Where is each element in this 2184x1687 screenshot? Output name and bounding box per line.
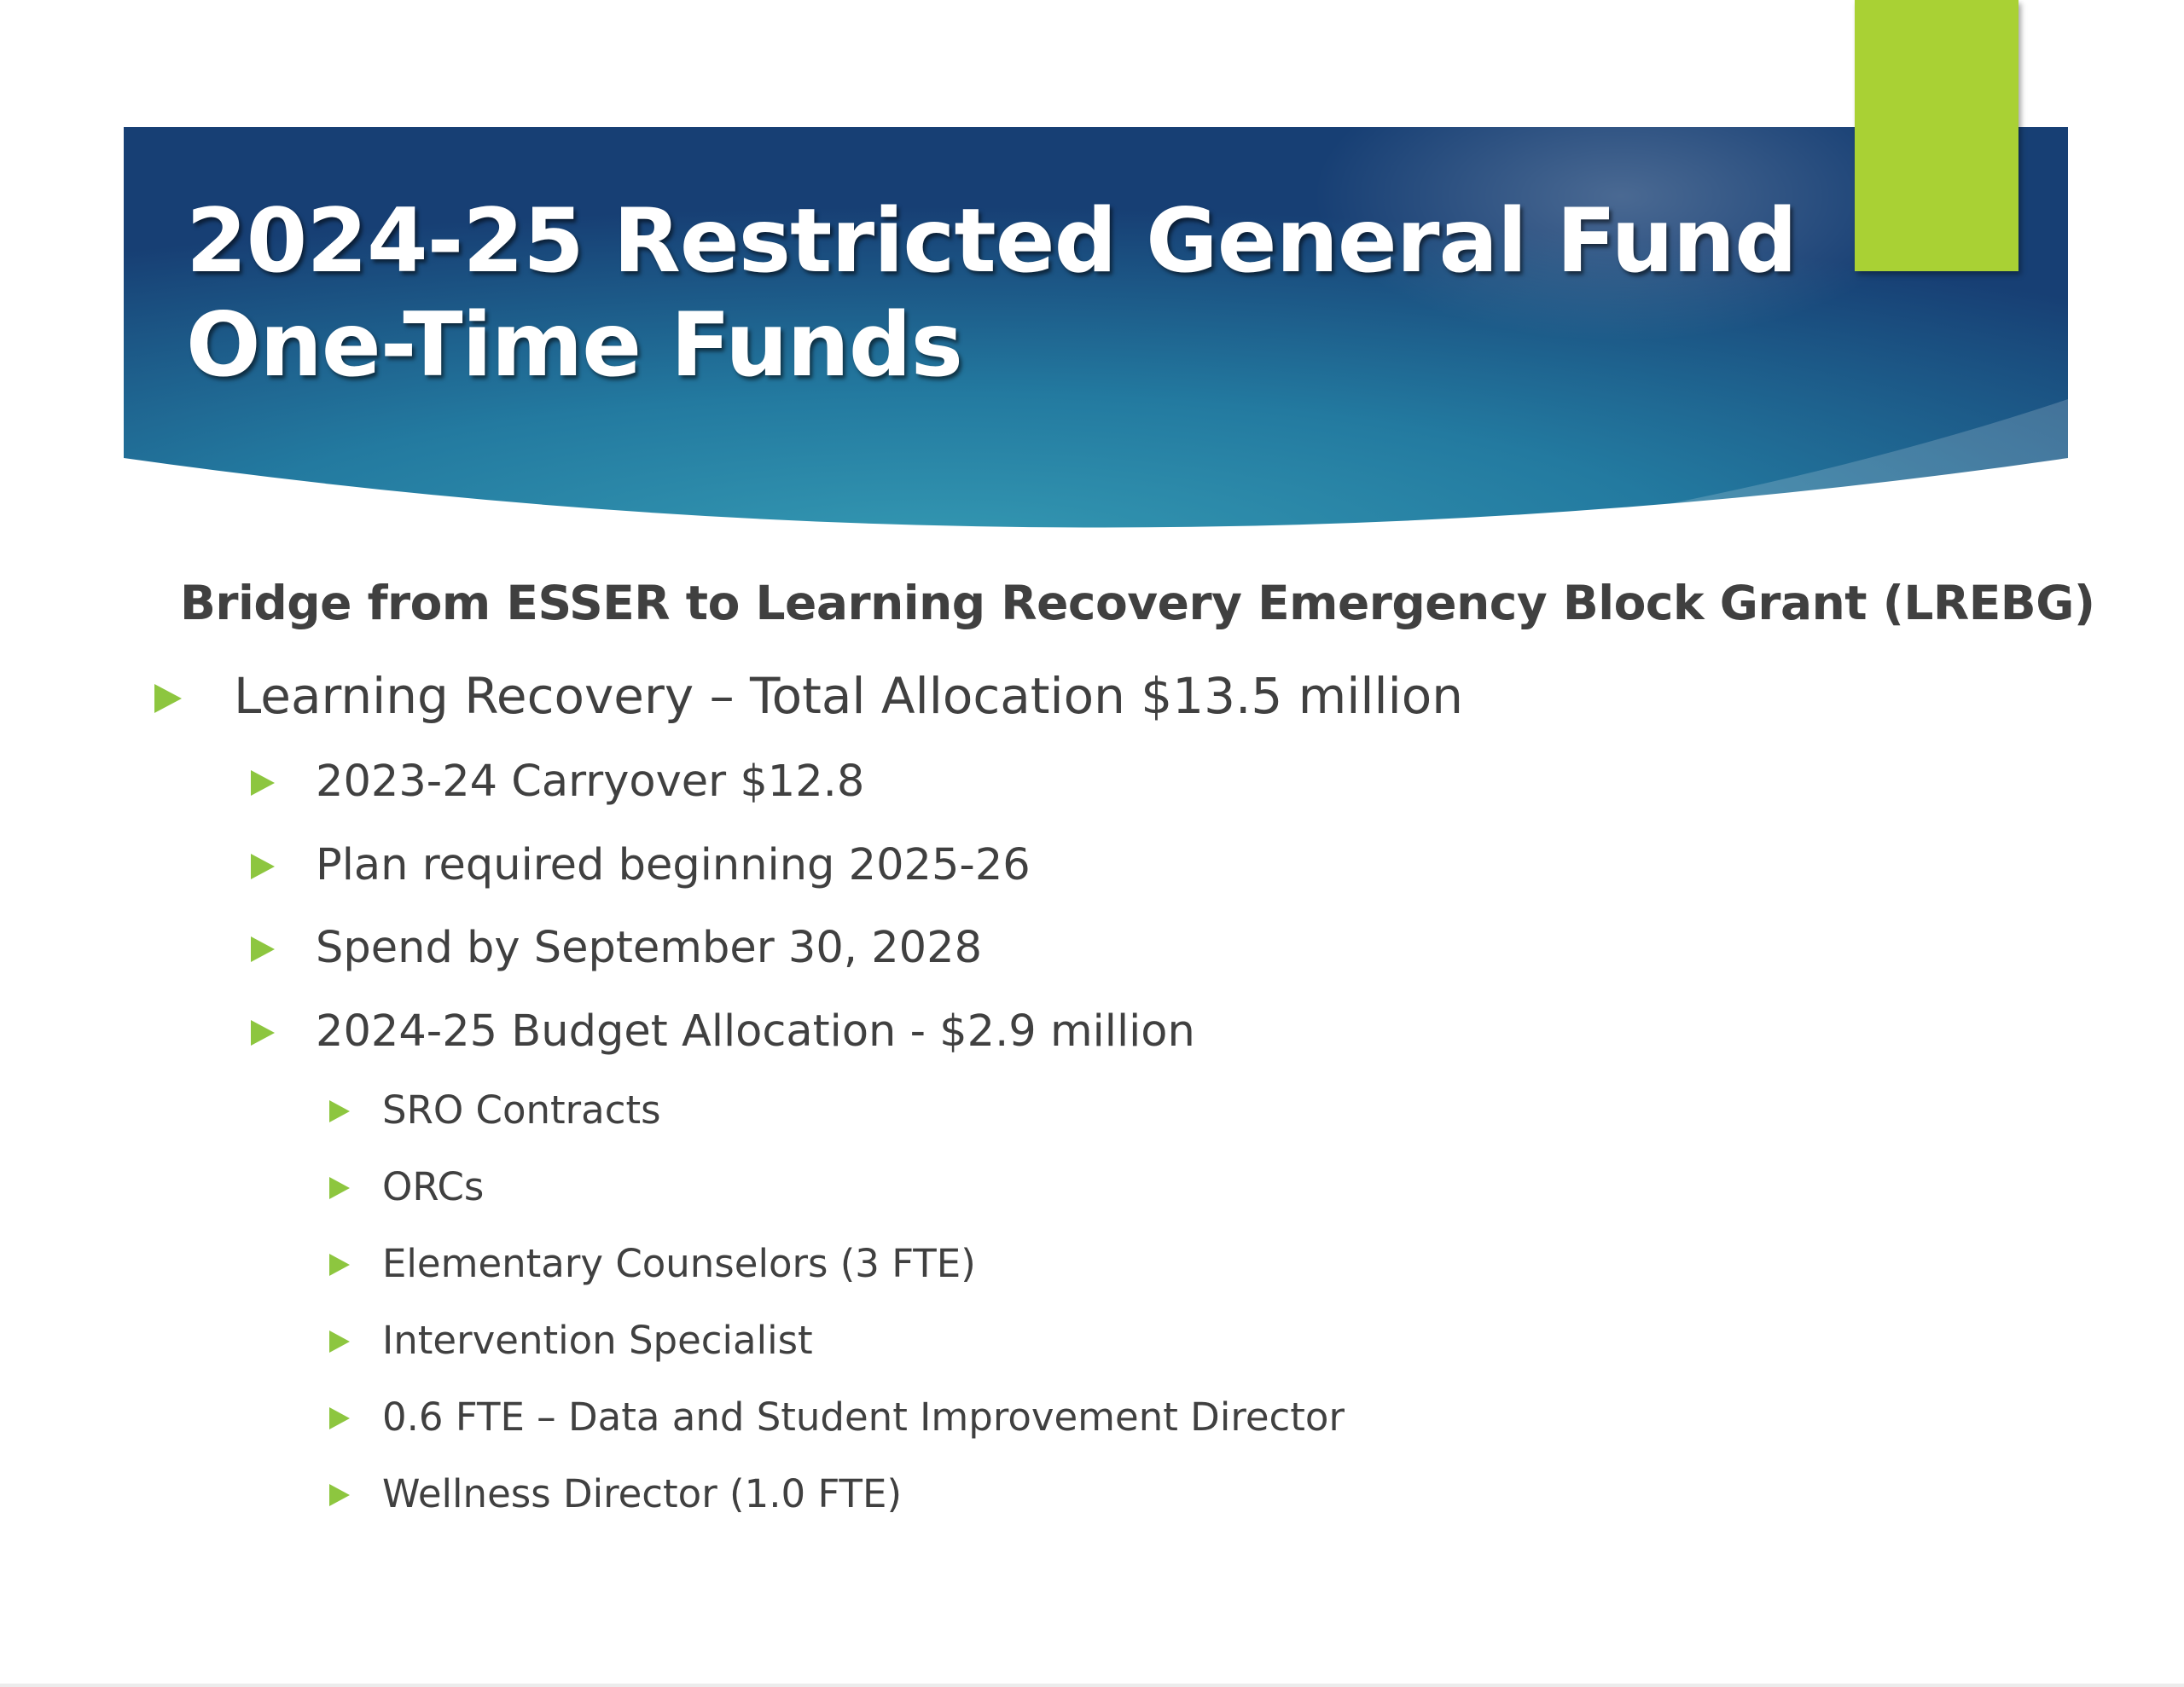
- bullet-arrow-icon: [251, 770, 275, 796]
- title-line-1: 2024-25 Restricted General Fund: [186, 190, 1798, 293]
- bullet-arrow-icon: [251, 936, 275, 962]
- bullet-text: 2024-25 Budget Allocation - $2.9 million: [316, 1006, 1195, 1057]
- slide-subheading: Bridge from ESSER to Learning Recovery E…: [180, 576, 2095, 630]
- slide-title: 2024-25 Restricted General Fund One-Time…: [186, 189, 1807, 397]
- bullet-arrow-icon: [251, 1020, 275, 1046]
- bullet-arrow-icon: [329, 1100, 350, 1122]
- bullet-text: Learning Recovery – Total Allocation $13…: [234, 667, 1463, 725]
- bullet-text: Spend by September 30, 2028: [316, 923, 983, 973]
- bullet-text: Wellness Director (1.0 FTE): [382, 1471, 903, 1516]
- bullet-arrow-icon: [329, 1177, 350, 1199]
- bullet-arrow-icon: [329, 1484, 350, 1506]
- bullet-arrow-icon: [329, 1330, 350, 1353]
- bullet-arrow-icon: [251, 854, 275, 879]
- bullet-text: ORCs: [382, 1164, 485, 1209]
- accent-rectangle: [1855, 0, 2018, 271]
- bullet-text: Intervention Specialist: [382, 1318, 813, 1363]
- slide-bottom-edge: [0, 1684, 2184, 1687]
- bullet-text: SRO Contracts: [382, 1087, 661, 1133]
- bullet-arrow-icon: [329, 1254, 350, 1276]
- bullet-arrow-icon: [329, 1407, 350, 1429]
- bullet-arrow-icon: [154, 684, 182, 713]
- title-line-2: One-Time Funds: [186, 294, 963, 397]
- bullet-text: Plan required beginning 2025-26: [316, 840, 1031, 890]
- title-banner: [124, 51, 2068, 529]
- bullet-text: Elementary Counselors (3 FTE): [382, 1241, 976, 1286]
- bullet-text: 0.6 FTE – Data and Student Improvement D…: [382, 1394, 1345, 1440]
- bullet-text: 2023-24 Carryover $12.8: [316, 757, 865, 807]
